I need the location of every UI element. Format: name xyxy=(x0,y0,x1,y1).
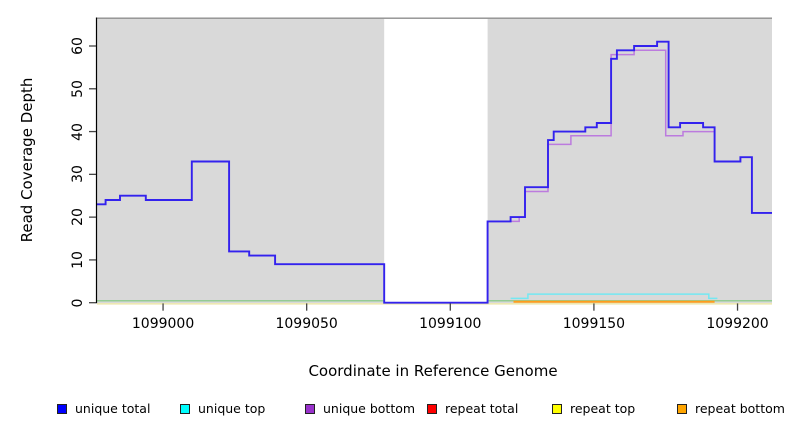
x-tick-label: 1099200 xyxy=(706,316,769,332)
legend-item-repeat-total: repeat total xyxy=(427,402,518,415)
x-tick-label: 1099000 xyxy=(131,316,195,332)
legend-label: repeat top xyxy=(570,401,636,416)
legend-item-repeat-bottom: repeat bottom xyxy=(677,402,785,415)
legend-label: unique total xyxy=(75,401,151,416)
legend-item-repeat-top: repeat top xyxy=(552,402,635,415)
x-axis-title: Coordinate in Reference Genome xyxy=(308,362,558,380)
y-tick-label: 10 xyxy=(70,250,86,269)
series-unique-total-line xyxy=(97,40,772,304)
y-tick-label: 0 xyxy=(70,298,86,308)
y-tick-label: 60 xyxy=(70,37,86,55)
x-tick-label: 1099050 xyxy=(275,316,338,332)
repeat-bottom-swatch-icon xyxy=(677,403,687,414)
x-tick-label: 1099150 xyxy=(562,316,626,332)
unique-total-swatch-icon xyxy=(57,403,67,414)
legend-label: repeat total xyxy=(445,401,519,416)
unique-bottom-swatch-icon xyxy=(305,403,315,414)
y-axis-title: Read Coverage Depth xyxy=(18,77,36,243)
legend-item-unique-bottom: unique bottom xyxy=(305,402,415,415)
y-tick-label: 50 xyxy=(70,79,86,98)
repeat-total-swatch-icon xyxy=(427,403,437,414)
x-tick-label: 1099100 xyxy=(419,316,482,332)
repeat-top-swatch-icon xyxy=(552,403,562,414)
legend-label: unique bottom xyxy=(323,401,416,416)
series-unique-top-line xyxy=(510,293,718,300)
legend-label: repeat bottom xyxy=(695,401,785,416)
y-tick-label: 30 xyxy=(70,165,86,184)
no-data-gap xyxy=(384,18,488,304)
legend-item-unique-total: unique total xyxy=(57,402,150,415)
y-tick-label: 20 xyxy=(70,208,86,227)
legend-label: unique top xyxy=(198,401,266,416)
legend-item-unique-top: unique top xyxy=(180,402,265,415)
y-tick-label: 40 xyxy=(70,122,86,141)
unique-top-swatch-icon xyxy=(180,403,190,414)
